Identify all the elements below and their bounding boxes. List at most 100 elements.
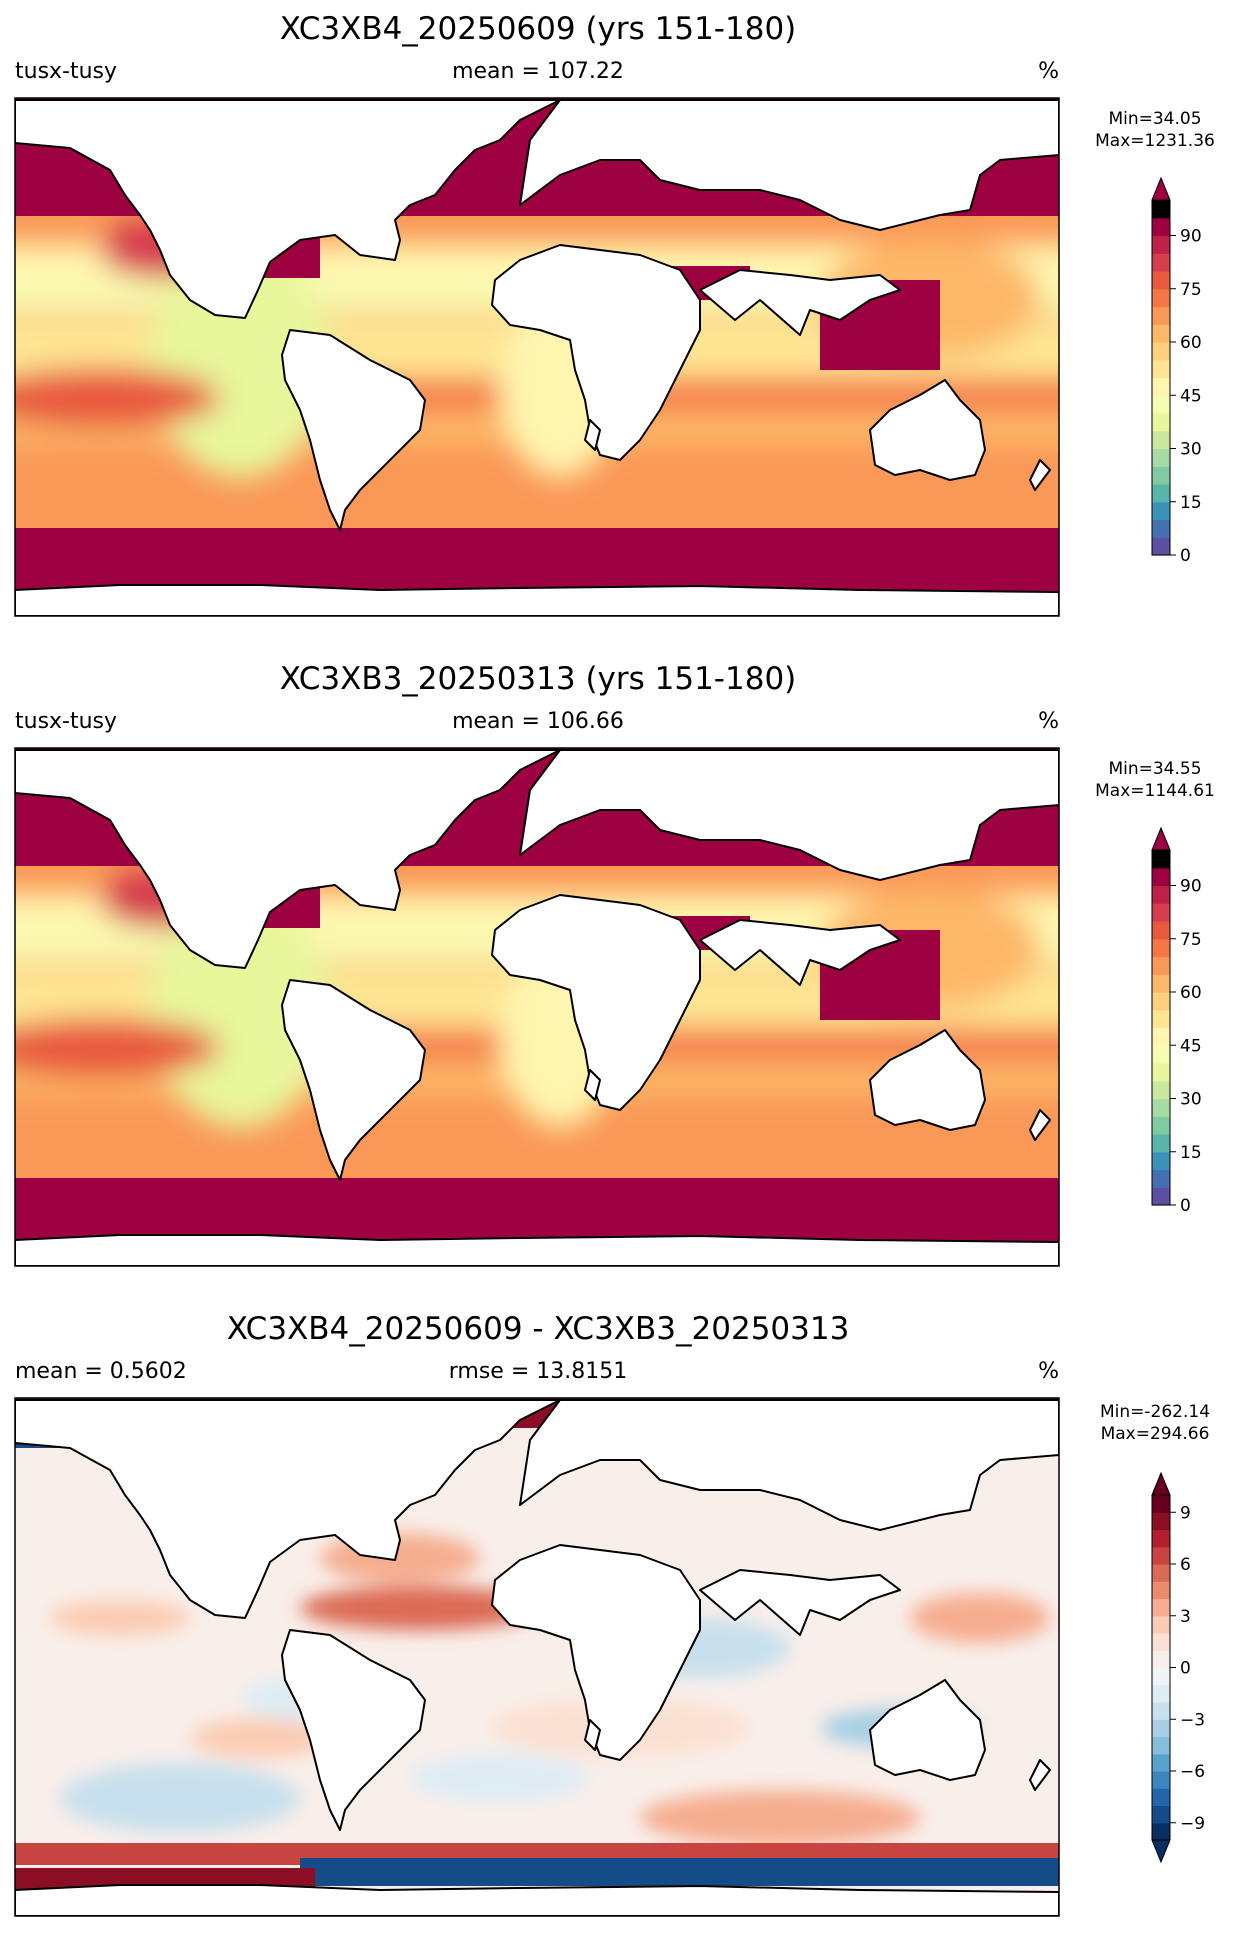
panel2-min: Min=34.55 — [1108, 759, 1202, 779]
colorbar-swatch — [1152, 1512, 1170, 1531]
colorbar-swatch — [1152, 253, 1170, 272]
map-frame — [14, 1397, 1060, 1917]
colorbar-tick-label: 0 — [1180, 546, 1191, 566]
colorbar-swatch — [1152, 903, 1170, 922]
colorbar-swatch — [1152, 1098, 1170, 1117]
colorbar-tick-label: 30 — [1180, 440, 1202, 460]
colorbar-swatch — [1152, 1009, 1170, 1029]
panel1-center-label: mean = 107.22 — [452, 59, 624, 84]
panel3-title: XC3XB4_20250609 - XC3XB3_20250313 — [226, 1311, 850, 1347]
colorbar-extend-max — [1151, 1471, 1171, 1496]
colorbar-swatch — [1152, 448, 1170, 467]
colorbar-swatch — [1152, 1667, 1170, 1686]
colorbar-tick-label: 45 — [1180, 1036, 1202, 1056]
colorbar-swatch — [1152, 1805, 1170, 1824]
colorbar-swatch — [1152, 867, 1170, 887]
colorbar-2: 0 15 30 45 60 75 90 — [1151, 826, 1202, 1216]
colorbar-swatch — [1152, 519, 1170, 538]
colorbar-swatch — [1152, 1151, 1170, 1171]
colorbar-tick-label: −6 — [1180, 1762, 1205, 1782]
colorbar-swatch — [1152, 484, 1170, 503]
colorbar-tick-label: 6 — [1180, 1555, 1191, 1575]
colorbar-swatch — [1152, 1719, 1170, 1738]
colorbar-extend-min — [1151, 1839, 1171, 1864]
colorbar-tick-label: 15 — [1180, 1143, 1202, 1163]
panel3-center-label: rmse = 13.8151 — [448, 1359, 628, 1384]
colorbar-tick-label: 75 — [1180, 280, 1202, 300]
colorbar-swatch — [1152, 1045, 1170, 1064]
colorbar-tick-label: −3 — [1180, 1710, 1205, 1730]
colorbar-swatch — [1152, 956, 1170, 975]
colorbar-tick-label: 45 — [1180, 386, 1202, 406]
colorbar-swatch — [1152, 1822, 1170, 1841]
colorbar-swatch — [1152, 1771, 1170, 1789]
colorbar-swatch — [1152, 235, 1170, 254]
colorbar-swatch — [1152, 992, 1170, 1011]
colorbar-swatch — [1152, 1736, 1170, 1755]
colorbar-swatch — [1152, 217, 1170, 237]
colorbar-tick-label: 3 — [1180, 1607, 1191, 1627]
panel1-map — [14, 97, 1060, 617]
colorbar-swatch — [1152, 850, 1170, 869]
panel1-left-label: tusx-tusy — [15, 59, 118, 84]
panel2-center-label: mean = 106.66 — [452, 709, 624, 734]
panel3-left-label: mean = 0.5602 — [15, 1359, 187, 1384]
colorbar-swatch — [1152, 1581, 1170, 1600]
colorbar-swatch — [1152, 430, 1170, 450]
colorbar-swatch — [1152, 537, 1170, 556]
panel3-map — [14, 1397, 1060, 1917]
colorbar-tick-label: 0 — [1180, 1659, 1191, 1679]
colorbar-3: −9 −6 −3 0 3 6 9 — [1151, 1471, 1205, 1864]
colorbar-tick-label: −9 — [1180, 1814, 1205, 1834]
colorbar-swatch — [1152, 1187, 1170, 1206]
colorbar-swatch — [1152, 466, 1170, 485]
colorbar-tick-label: 15 — [1180, 493, 1202, 513]
colorbar-swatch — [1152, 1684, 1170, 1703]
colorbar-swatch — [1152, 1080, 1170, 1100]
colorbar-tick-label: 0 — [1180, 1196, 1191, 1216]
panel1-title: XC3XB4_20250609 (yrs 151-180) — [279, 11, 797, 47]
panel1-min: Min=34.05 — [1108, 109, 1202, 129]
colorbar-swatch — [1152, 1788, 1170, 1807]
colorbar-swatch — [1152, 1169, 1170, 1188]
colorbar-tick-label: 90 — [1180, 227, 1202, 247]
map-frame — [14, 97, 1060, 617]
colorbar-swatch — [1152, 288, 1170, 308]
colorbar-swatch — [1152, 324, 1170, 343]
panel3-min: Min=-262.14 — [1099, 1402, 1211, 1422]
panel2-map — [14, 747, 1060, 1267]
colorbar-1: 0 15 30 45 60 75 90 — [1151, 176, 1202, 566]
panel2-right-label: % — [1038, 709, 1059, 734]
colorbar-swatch — [1152, 1063, 1170, 1082]
colorbar-swatch — [1152, 413, 1170, 432]
colorbar-extend-max — [1151, 826, 1171, 851]
colorbar-swatch — [1152, 1702, 1170, 1720]
colorbar-swatch — [1152, 885, 1170, 904]
colorbar-swatch — [1152, 377, 1170, 396]
colorbar-swatch — [1152, 342, 1170, 361]
colorbar-swatch — [1152, 1633, 1170, 1651]
colorbar-swatch — [1152, 974, 1170, 993]
panel2-title: XC3XB3_20250313 (yrs 151-180) — [279, 661, 797, 697]
colorbar-swatch — [1152, 1753, 1170, 1772]
colorbar-swatch — [1152, 1546, 1170, 1565]
panel3-right-label: % — [1038, 1359, 1059, 1384]
colorbar-swatch — [1152, 1134, 1170, 1153]
colorbar-swatch — [1152, 271, 1170, 290]
colorbar-swatch — [1152, 1615, 1170, 1634]
map-frame — [14, 747, 1060, 1267]
panel2-max: Max=1144.61 — [1095, 781, 1215, 801]
panel1-max: Max=1231.36 — [1095, 131, 1215, 151]
colorbar-swatch — [1152, 306, 1170, 325]
colorbar-swatch — [1152, 395, 1170, 414]
colorbar-swatch — [1152, 921, 1170, 940]
panel1-right-label: % — [1038, 59, 1059, 84]
colorbar-swatch — [1152, 938, 1170, 958]
colorbar-swatch — [1152, 359, 1170, 379]
colorbar-swatch — [1152, 200, 1170, 219]
colorbar-tick-label: 60 — [1180, 983, 1202, 1003]
colorbar-swatch — [1152, 1116, 1170, 1135]
colorbar-swatch — [1152, 1495, 1170, 1513]
colorbar-swatch — [1152, 1027, 1170, 1046]
